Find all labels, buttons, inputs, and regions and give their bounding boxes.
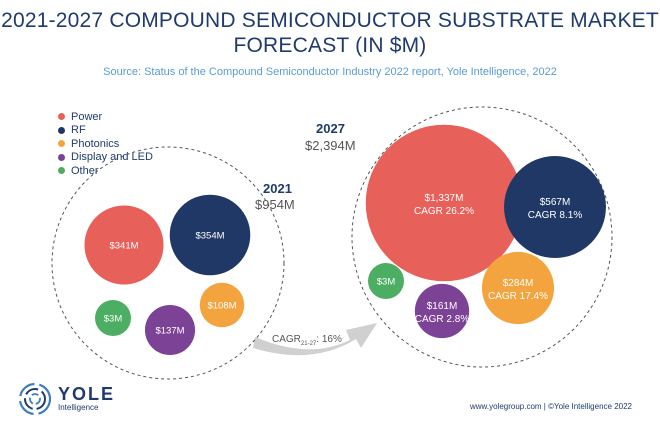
chart-title: 2021-2027 COMPOUND SEMICONDUCTOR SUBSTRA… bbox=[0, 8, 660, 58]
bubble-value-label: $1,337M bbox=[425, 193, 464, 204]
legend-dot bbox=[58, 113, 65, 121]
logo-subtitle: Intelligence bbox=[58, 403, 99, 412]
bubble-2021-photonics bbox=[199, 282, 245, 328]
legend-label: Other bbox=[71, 164, 99, 177]
chart-source: Source: Status of the Compound Semicondu… bbox=[103, 66, 557, 78]
legend: Power RF Photonics Display and LED Other bbox=[58, 110, 153, 178]
legend-label: RF bbox=[71, 124, 86, 137]
legend-dot bbox=[58, 140, 65, 148]
bubble-value-label: $341M bbox=[109, 241, 138, 252]
legend-dot bbox=[58, 126, 65, 134]
bubble-value-label: $3M bbox=[377, 277, 396, 288]
bubble-value-label: $354M bbox=[195, 231, 224, 242]
bubble-2021-rf bbox=[169, 194, 251, 276]
logo-name: YOLE bbox=[58, 384, 116, 404]
total-cagr-period: 21-27 bbox=[301, 341, 317, 347]
bubble-2021-display-and-led bbox=[144, 304, 196, 356]
bubble-value-label: $137M bbox=[155, 326, 184, 337]
bubble-2027-display-and-led bbox=[414, 283, 470, 339]
logo-mark-icon bbox=[18, 382, 52, 416]
bubble-cagr-label: CAGR 2.8% bbox=[415, 314, 470, 325]
year-label-2021: 2021 bbox=[263, 181, 292, 196]
legend-label: Display and LED bbox=[71, 151, 153, 164]
outer-circle-2021 bbox=[51, 146, 285, 380]
bubble-cagr-label: CAGR 26.2% bbox=[414, 206, 474, 217]
bubble-2021-other bbox=[95, 300, 131, 336]
bubble-value-label: $284M bbox=[503, 278, 534, 289]
bubble-value-label: $108M bbox=[207, 301, 236, 312]
outer-circle-2027 bbox=[351, 106, 613, 368]
total-label-2027: $2,394M bbox=[305, 138, 356, 153]
title-line-1: 2021-2027 COMPOUND SEMICONDUCTOR SUBSTRA… bbox=[1, 9, 659, 32]
legend-dot bbox=[58, 153, 65, 161]
bubble-value-label: $3M bbox=[104, 314, 123, 325]
title-line-2: FORECAST (IN $M) bbox=[233, 34, 427, 57]
legend-item-display-and-led: Display and LED bbox=[58, 151, 153, 165]
total-cagr-label: CAGR21-27: 16% bbox=[272, 334, 342, 347]
bubble-cagr-label: CAGR 17.4% bbox=[488, 291, 548, 302]
year-label-2027: 2027 bbox=[316, 121, 345, 136]
bubble-2027-photonics bbox=[481, 251, 555, 325]
legend-item-power: Power bbox=[58, 110, 153, 124]
bubble-cagr-label: CAGR 8.1% bbox=[528, 210, 583, 221]
total-label-2021: $954M bbox=[255, 197, 295, 212]
cagr-arrow-icon bbox=[253, 323, 377, 356]
yole-logo: YOLE Intelligence bbox=[18, 382, 115, 416]
legend-label: Photonics bbox=[71, 137, 120, 150]
bubble-2027-other bbox=[368, 263, 404, 299]
legend-label: Power bbox=[71, 110, 103, 123]
bubble-2027-power bbox=[365, 124, 523, 282]
bubble-value-label: $567M bbox=[540, 197, 571, 208]
footer-credit: www.yolegroup.com | ©Yole Intelligence 2… bbox=[470, 402, 632, 411]
total-cagr-value: : 16% bbox=[316, 334, 342, 345]
legend-item-rf: RF bbox=[58, 124, 153, 138]
bubble-2021-power bbox=[84, 205, 164, 285]
legend-dot bbox=[58, 167, 65, 175]
legend-item-photonics: Photonics bbox=[58, 137, 153, 151]
legend-item-other: Other bbox=[58, 164, 153, 178]
bubble-2027-rf bbox=[504, 156, 606, 258]
bubble-value-label: $161M bbox=[427, 301, 458, 312]
